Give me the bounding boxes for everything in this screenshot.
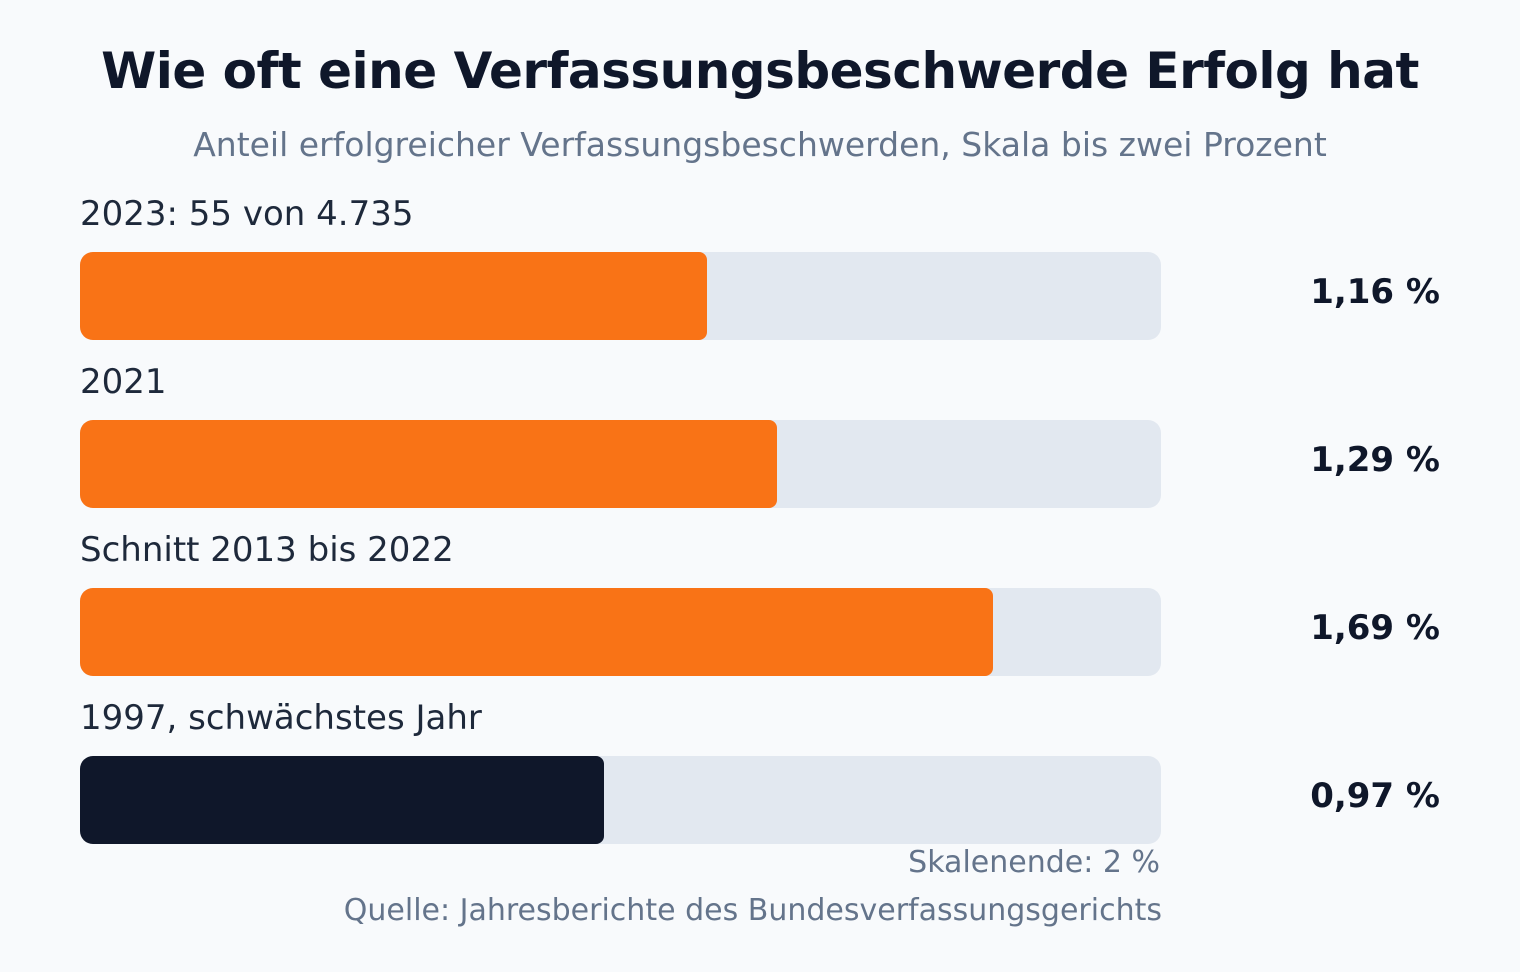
bar-value-label: 0,97 %	[1310, 776, 1440, 816]
bar-track	[80, 420, 1161, 508]
bar-label: Schnitt 2013 bis 2022	[80, 530, 454, 570]
bar-track	[80, 252, 1161, 340]
bar-track	[80, 756, 1161, 844]
bar-label: 1997, schwächstes Jahr	[80, 698, 482, 738]
bar-value-label: 1,29 %	[1310, 440, 1440, 480]
bar-label: 2021	[80, 362, 167, 402]
bar	[80, 252, 707, 340]
scale-note: Skalenende: 2 %	[908, 845, 1160, 880]
bar	[80, 756, 604, 844]
bar-track	[80, 588, 1161, 676]
bar	[80, 588, 993, 676]
chart-subtitle: Anteil erfolgreicher Verfassungsbeschwer…	[193, 125, 1327, 164]
bar-value-label: 1,69 %	[1310, 608, 1440, 648]
bar-label: 2023: 55 von 4.735	[80, 194, 414, 234]
chart-title: Wie oft eine Verfassungsbeschwerde Erfol…	[101, 42, 1419, 100]
bar-value-label: 1,16 %	[1310, 272, 1440, 312]
bar	[80, 420, 777, 508]
source-note: Quelle: Jahresberichte des Bundesverfass…	[343, 893, 1162, 928]
